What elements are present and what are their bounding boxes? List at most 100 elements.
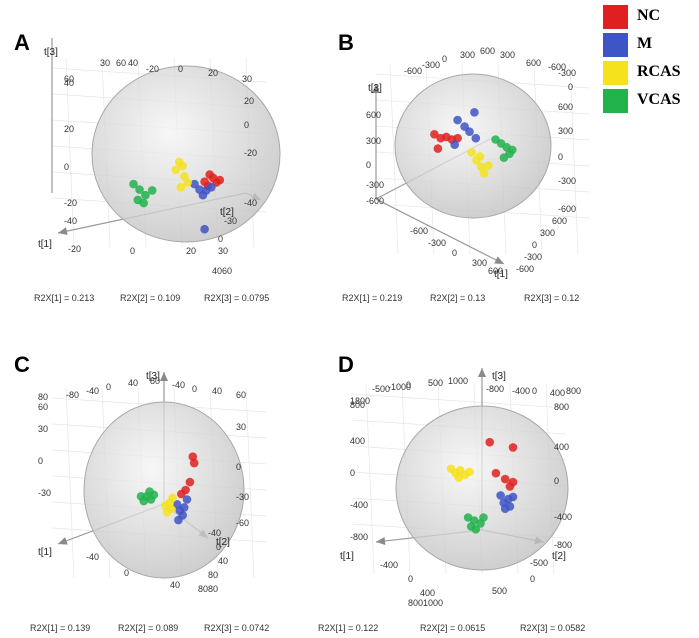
data-point-vcas [139,496,149,506]
data-point-nc [453,133,462,143]
data-point-m [471,133,481,143]
data-point-rcas [484,161,493,170]
hotelling-ellipse [83,401,245,579]
top-tick: 1000 [448,376,468,386]
gridline [365,383,375,575]
data-point-m [465,127,474,136]
x-tick: 20 [186,246,196,256]
r2x-b-1: R2X[1] = 0.219 [342,293,403,303]
z-tick-right: -600 [558,204,576,214]
top-tick: -400 [512,386,530,396]
top-tick: 0 [192,384,197,394]
top-tick: 30 [100,58,110,68]
data-point-rcas [180,171,189,181]
pca-3d-plot-d: t[3]t[1] t[2]18008004000-400-8008004000-4… [340,368,581,608]
data-point-vcas [499,153,509,162]
legend-swatch-rcas [603,61,628,85]
top-tick: -40 [172,380,185,390]
z-tick-left: 800 [350,400,365,410]
data-point-m [450,140,459,149]
x-axis-label: t[1] [340,551,354,562]
z-tick-right: 20 [244,96,254,106]
z-tick-right: 0 [236,462,241,472]
legend-label-vcas: VCAS [637,91,681,108]
data-point-rcas [465,467,474,477]
z-tick-left: 40 [64,78,74,88]
y-tick: 80 [208,570,218,580]
gridline [389,63,399,255]
top-tick: 500 [428,378,443,388]
legend-label-rcas: RCAS [637,63,681,80]
r2x-d-3: R2X[3] = 0.0582 [520,623,586,633]
z-tick-right: 0 [244,120,249,130]
z-tick-left: 0 [366,160,371,170]
z-tick-right: -60 [236,518,249,528]
legend-label-m: M [637,35,653,52]
data-point-nc [433,144,443,153]
top-tick: -80 [66,390,79,400]
x-tick: -400 [380,560,398,570]
pca-3d-plot-b: t[3]t[1]6003000-300-6006003000-300-600-6… [366,46,591,280]
top-tick: 600 [480,46,495,56]
data-point-m [182,495,192,504]
data-point-m [190,179,199,189]
data-point-nc [491,468,501,478]
y-tick: 0 [216,542,221,552]
x-tick: 40 [170,580,180,590]
r2x-c-2: R2X[2] = 0.089 [118,623,179,633]
z-tick-right: 0 [558,152,563,162]
data-point-vcas [141,190,150,200]
top-tick: 0 [106,382,111,392]
z-tick-left: -400 [350,500,368,510]
legend-swatch-vcas [603,89,628,113]
z-tick-left: 20 [64,124,74,134]
data-point-vcas [129,179,138,189]
z-axis-label: t[3] [368,83,382,94]
z-tick-left: 300 [366,136,381,146]
x-axis-arrow [58,537,68,545]
top-tick: 30 [242,74,252,84]
data-point-m [505,502,515,511]
y-tick: -30 [224,216,237,226]
z-tick-left: -20 [64,198,77,208]
r2x-d-2: R2X[2] = 0.0615 [420,623,486,633]
legend-item-nc: NC [603,4,699,32]
top-tick: 800 [566,386,581,396]
data-point-vcas [149,490,159,500]
top-tick: -20 [146,64,159,74]
data-point-m [453,115,462,125]
legend: NC M RCAS VCAS [603,4,699,116]
z-tick-right: -300 [558,176,576,186]
x-axis-arrow [494,256,504,264]
x-axis-arrow [376,537,386,545]
y-tick: -500 [530,558,548,568]
y-tick: -40 [208,528,221,538]
x-axis-label: t[1] [38,239,52,250]
data-point-m [470,108,479,117]
data-point-nc [215,175,225,185]
points-d [446,437,518,534]
top-tick: 40 [128,378,138,388]
r2x-b-2: R2X[2] = 0.13 [430,293,486,303]
x-tick: -20 [68,244,81,254]
y-axis-label: t[2] [552,551,566,562]
x-tick: 0 [130,246,135,256]
z-tick-left: 80 [38,392,48,402]
y-tick: -300 [524,252,542,262]
z-axis-arrow [160,372,168,381]
x-tick: 0 [408,574,413,584]
z-tick-right: 30 [236,422,246,432]
top-tick: 40 [212,386,222,396]
gridline [65,57,75,249]
panel-letter-c: C [14,352,30,377]
panel-letter-b: B [338,30,354,55]
data-point-vcas [508,145,517,155]
x-tick: 0 [124,568,129,578]
data-point-rcas [168,493,177,503]
z-tick-right: -30 [236,492,249,502]
z-tick-left: 0 [64,162,69,172]
legend-swatch-nc [603,5,628,29]
top-tick: 0 [568,82,573,92]
z-tick-left: 600 [366,110,381,120]
